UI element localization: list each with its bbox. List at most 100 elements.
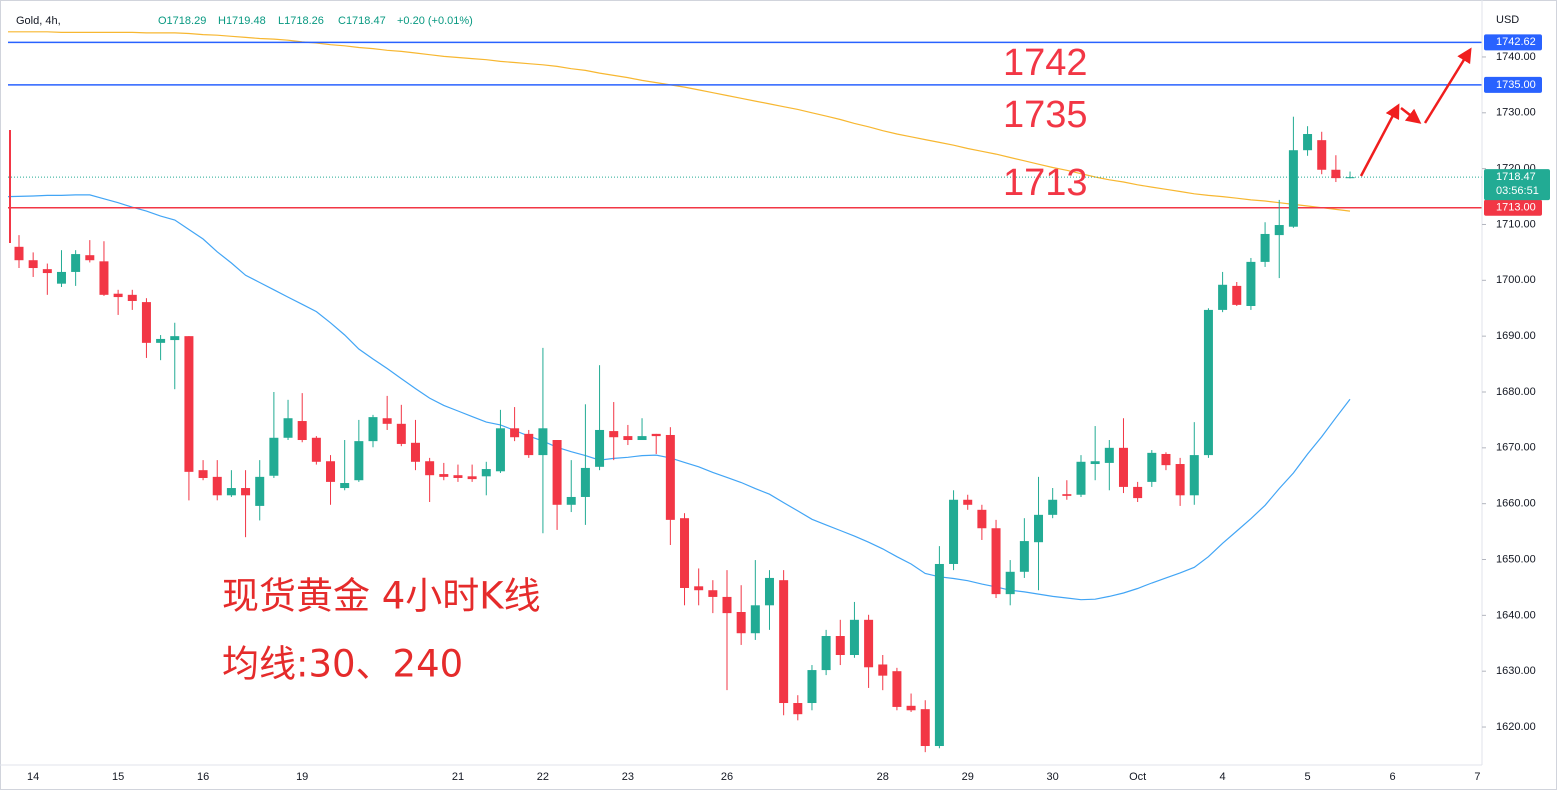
x-tick-label: 28 xyxy=(877,771,889,783)
price-badge-label: 1713.00 xyxy=(1496,202,1536,214)
price-badge-label: 1735.00 xyxy=(1496,79,1536,91)
last-price-badge xyxy=(1484,169,1550,201)
x-tick-label: 29 xyxy=(962,771,974,783)
candle-body xyxy=(311,437,321,462)
candle-body xyxy=(1274,225,1284,236)
candle-body xyxy=(821,636,831,671)
ohlc-close: C1718.47 xyxy=(338,15,386,27)
candle-body xyxy=(269,437,279,476)
x-tick-label: 16 xyxy=(197,771,209,783)
candle-body xyxy=(764,577,774,606)
x-tick-label: 7 xyxy=(1474,771,1480,783)
candle-body xyxy=(609,431,619,438)
y-tick-label: 1640.00 xyxy=(1496,609,1536,621)
y-tick-label: 1690.00 xyxy=(1496,330,1536,342)
candle-body xyxy=(99,261,109,295)
candle-body xyxy=(354,441,364,481)
annotation: 1742 xyxy=(1003,42,1088,84)
candle-body xyxy=(340,483,350,489)
candle-body xyxy=(382,418,392,424)
annotation: 1713 xyxy=(1003,162,1088,204)
x-tick-label: 19 xyxy=(296,771,308,783)
candle-body xyxy=(56,271,66,284)
price-badge-label: 1742.62 xyxy=(1496,36,1536,48)
candle-body xyxy=(1090,461,1100,465)
candle-body xyxy=(892,671,902,707)
candle-body xyxy=(736,612,746,634)
ohlc-high: H1719.48 xyxy=(218,15,266,27)
candle-body xyxy=(495,428,505,472)
annotation: 均线:30、240 xyxy=(222,643,463,686)
candle-body xyxy=(1189,455,1199,496)
candle-body xyxy=(637,436,647,441)
candle-body xyxy=(835,636,845,655)
price-badge xyxy=(1484,34,1542,51)
candle-body xyxy=(1175,464,1185,496)
y-tick-label: 1740.00 xyxy=(1496,51,1536,63)
y-tick-label: 1730.00 xyxy=(1496,107,1536,119)
candle-body xyxy=(665,434,675,520)
countdown: 03:56:51 xyxy=(1496,185,1539,197)
annotation: 现货黄金 4小时K线 xyxy=(222,575,541,618)
unit: USD xyxy=(1496,14,1519,26)
candle-body xyxy=(425,461,435,476)
candle-body xyxy=(170,336,180,341)
candle-body xyxy=(595,429,605,467)
candle-body xyxy=(141,302,151,343)
candle-body xyxy=(255,476,265,506)
x-tick-label: 23 xyxy=(622,771,634,783)
y-tick-label: 1700.00 xyxy=(1496,274,1536,286)
candle-body xyxy=(849,619,859,655)
candle-body xyxy=(566,496,576,505)
candle-body xyxy=(878,664,888,676)
ma-line xyxy=(7,194,1351,601)
candle-body xyxy=(42,269,52,274)
candle-body xyxy=(396,423,406,444)
price-axis xyxy=(1482,1,1556,789)
candle-body xyxy=(1133,486,1143,499)
candle-body xyxy=(1317,140,1327,170)
x-tick-label: 5 xyxy=(1304,771,1310,783)
candle-body xyxy=(793,703,803,715)
candle-body xyxy=(1246,261,1256,306)
candle-body xyxy=(580,467,590,497)
x-tick-label: 14 xyxy=(27,771,39,783)
candle-body xyxy=(28,260,38,269)
ma-line xyxy=(8,31,1351,212)
candle-body xyxy=(1034,514,1044,543)
x-tick-label: 22 xyxy=(537,771,549,783)
candle-body xyxy=(1218,284,1228,310)
annotation: 1735 xyxy=(1003,94,1088,136)
candle-body xyxy=(1118,447,1128,487)
candle-body xyxy=(113,293,123,298)
y-tick-label: 1670.00 xyxy=(1496,442,1536,454)
candle-body xyxy=(283,418,293,438)
last-price-label: 1718.47 xyxy=(1496,171,1536,183)
candle-body xyxy=(694,586,704,591)
forecast-arrows xyxy=(1359,47,1472,177)
candle-body xyxy=(750,605,760,634)
x-tick-label: Oct xyxy=(1129,771,1146,783)
candle-body xyxy=(1203,309,1213,456)
candle-body xyxy=(1303,134,1313,151)
axis-layer: 1620.00 1630.00 1640.00 1650.00 1660.00 1670.… xyxy=(27,34,1550,783)
candle-body xyxy=(963,499,973,505)
candle-body xyxy=(1005,571,1015,595)
candle-body xyxy=(1260,233,1270,262)
candle-body xyxy=(127,294,137,301)
candle-body xyxy=(906,705,916,711)
price-badge xyxy=(1484,199,1542,216)
candle-body xyxy=(212,476,222,496)
arrow xyxy=(1400,107,1422,124)
candle-body xyxy=(779,580,789,704)
candle-body xyxy=(510,428,520,438)
plot-area xyxy=(7,31,1482,753)
symbol: Gold, 4h, xyxy=(16,15,61,27)
candle-body xyxy=(226,488,236,496)
candle-body xyxy=(467,476,477,480)
candle-body xyxy=(934,563,944,747)
candle-body xyxy=(368,417,378,442)
candle-body xyxy=(552,440,562,505)
ohlc-change: +0.20 (+0.01%) xyxy=(397,15,473,27)
